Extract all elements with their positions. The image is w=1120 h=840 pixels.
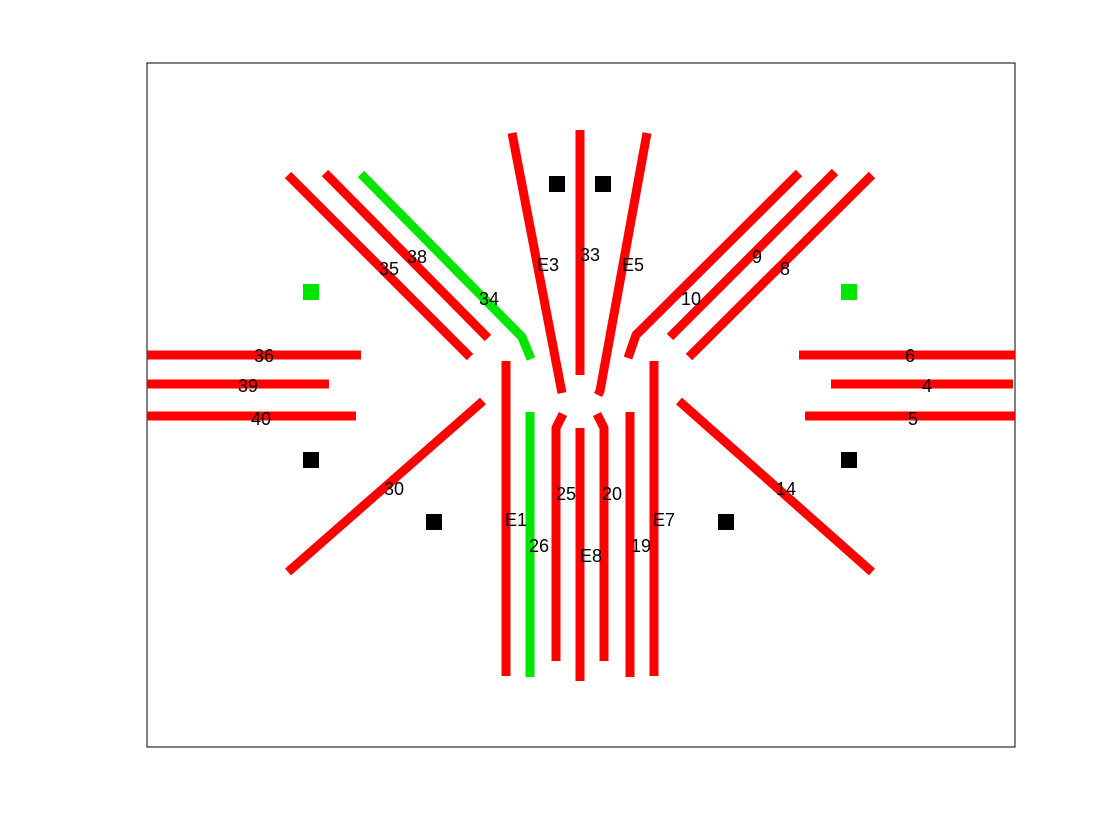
label-E7: E7 <box>653 510 675 530</box>
track-8[interactable] <box>685 171 876 361</box>
label-E8: E8 <box>580 546 602 566</box>
label-34: 34 <box>479 289 499 309</box>
label-6: 6 <box>905 346 915 366</box>
track-20[interactable] <box>592 411 609 661</box>
track-34[interactable] <box>357 170 536 361</box>
label-4: 4 <box>922 376 932 396</box>
track-10[interactable] <box>623 169 803 360</box>
marker-top-right <box>595 176 611 192</box>
label-38: 38 <box>407 247 427 267</box>
label-19: 19 <box>631 536 651 556</box>
label-39: 39 <box>238 376 258 396</box>
track-E5[interactable] <box>593 132 652 398</box>
track-38[interactable] <box>321 169 492 342</box>
label-40: 40 <box>251 409 271 429</box>
marker-right-upper <box>841 284 857 300</box>
marker-left-upper <box>303 284 319 300</box>
label-14: 14 <box>776 479 796 499</box>
label-36: 36 <box>254 346 274 366</box>
label-9: 9 <box>752 247 762 267</box>
track-9[interactable] <box>666 168 839 341</box>
label-E3: E3 <box>537 255 559 275</box>
label-26: 26 <box>529 536 549 556</box>
markers-layer <box>303 176 857 530</box>
label-10: 10 <box>681 289 701 309</box>
label-E5: E5 <box>622 255 644 275</box>
label-30: 30 <box>384 479 404 499</box>
label-35: 35 <box>379 259 399 279</box>
label-20: 20 <box>602 484 622 504</box>
label-8: 8 <box>780 259 790 279</box>
label-E1: E1 <box>505 510 527 530</box>
marker-bottom-right <box>718 514 734 530</box>
marker-left-lower <box>303 452 319 468</box>
marker-right-lower <box>841 452 857 468</box>
track-E3[interactable] <box>507 132 567 394</box>
labels-layer: 36 39 40 35 38 34 E3 33 E5 10 9 8 6 4 5 … <box>238 245 932 566</box>
track-35[interactable] <box>284 171 474 361</box>
label-5: 5 <box>908 409 918 429</box>
track-25[interactable] <box>551 411 568 661</box>
tracks-layer <box>147 130 1015 681</box>
label-33: 33 <box>580 245 600 265</box>
marker-top-left <box>549 176 565 192</box>
marker-bottom-left <box>426 514 442 530</box>
label-25: 25 <box>556 484 576 504</box>
track-30[interactable] <box>285 397 486 576</box>
track-14[interactable] <box>676 397 875 576</box>
